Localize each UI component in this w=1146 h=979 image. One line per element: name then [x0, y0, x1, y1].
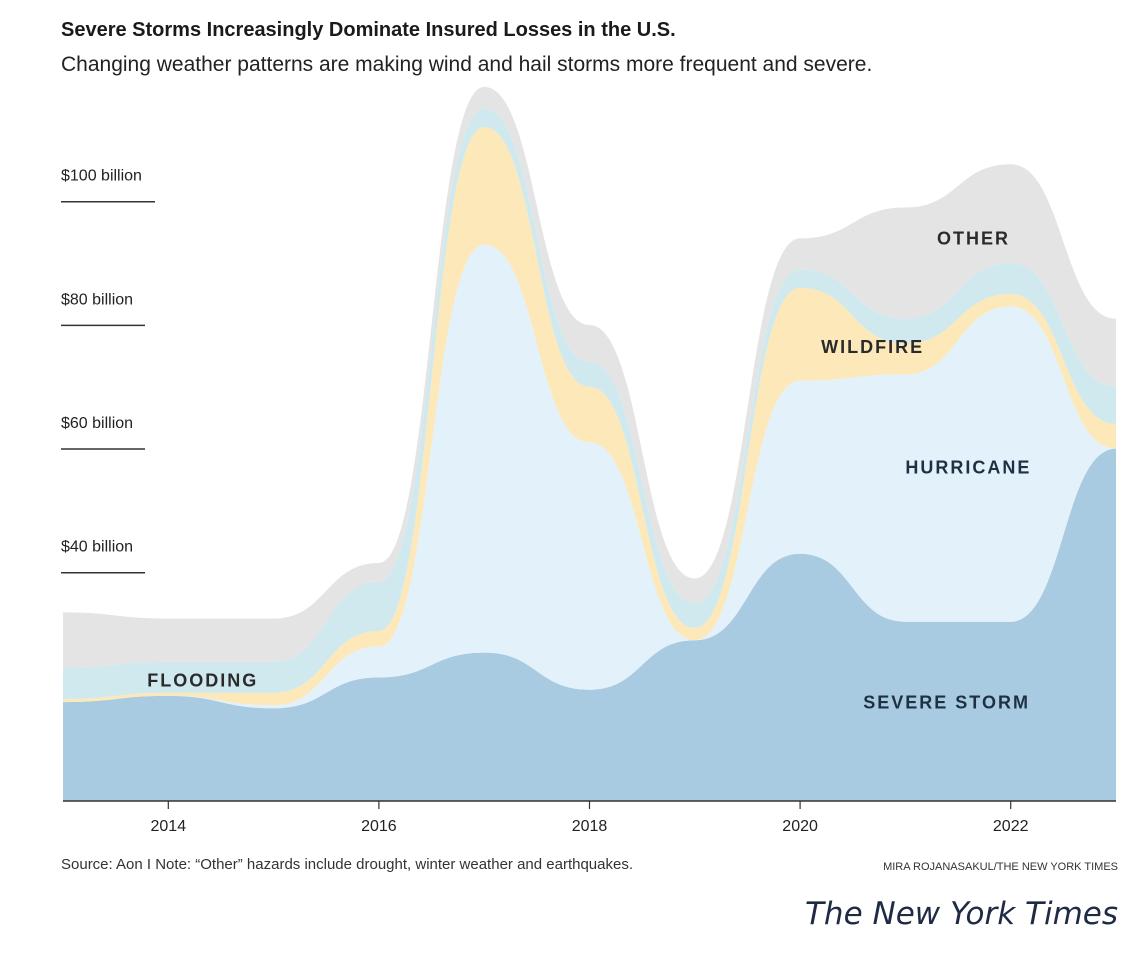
x-tick-label: 2022 — [993, 818, 1029, 835]
y-tick-label: $80 billion — [61, 291, 133, 308]
x-tick-label: 2014 — [151, 818, 187, 835]
x-tick-label: 2020 — [782, 818, 818, 835]
area-wildfire — [63, 127, 1116, 706]
x-axis: 2014 2016 2018 2020 2022 — [63, 800, 1116, 835]
y-tick-label: $100 billion — [61, 168, 142, 185]
area-hurricane — [63, 244, 1116, 709]
series-label-flooding: FLOODING — [147, 671, 258, 691]
series-label-wildfire: WILDFIRE — [821, 337, 924, 357]
chart-title: Severe Storms Increasingly Dominate Insu… — [61, 19, 676, 41]
credit-line: MIRA ROJANASAKUL/THE NEW YORK TIMES — [883, 861, 1118, 873]
series-label-hurricane: HURRICANE — [905, 457, 1031, 477]
x-tick-label: 2016 — [361, 818, 397, 835]
y-axis: $40 billion $60 billion $80 billion $100 bi… — [61, 168, 155, 574]
area-layer — [63, 86, 1116, 801]
series-label-other: OTHER — [937, 229, 1010, 249]
y-tick-label: $40 billion — [61, 539, 133, 556]
publisher-logo: The New York Times — [805, 896, 1118, 932]
y-tick-label: $60 billion — [61, 415, 133, 432]
x-tick-label: 2018 — [572, 818, 608, 835]
area-severe-storm — [63, 448, 1116, 801]
series-labels: SEVERE STORM HURRICANE WILDFIRE FLOODING OTH… — [147, 229, 1031, 713]
chart-subtitle: Changing weather patterns are making win… — [61, 53, 873, 76]
series-label-severe-storm: SEVERE STORM — [863, 692, 1030, 712]
source-note: Source: Aon I Note: “Other” hazards incl… — [61, 856, 633, 873]
area-other — [63, 86, 1116, 669]
